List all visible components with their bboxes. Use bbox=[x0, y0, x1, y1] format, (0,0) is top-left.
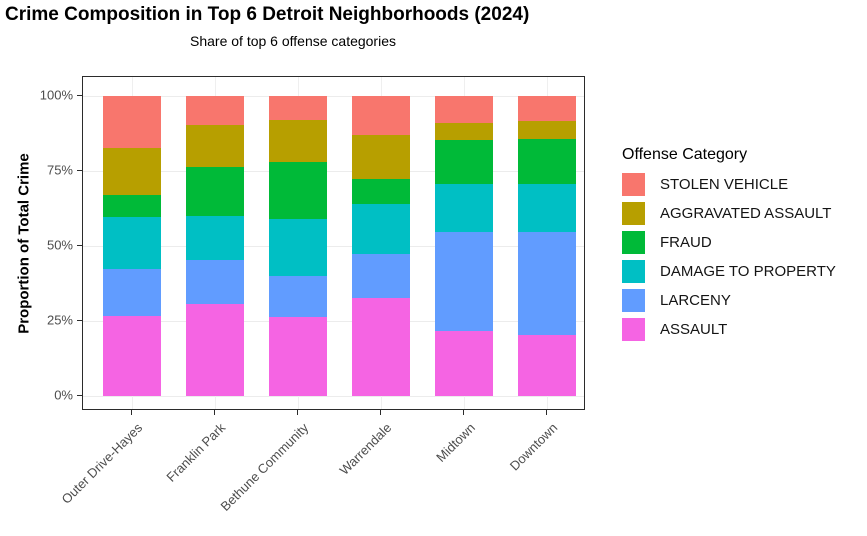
legend-item-label: LARCENY bbox=[660, 292, 731, 309]
y-axis-title: Proportion of Total Crime bbox=[15, 153, 33, 334]
bar-downtown bbox=[518, 96, 576, 396]
y-gridline bbox=[83, 246, 584, 247]
bar-midtown bbox=[435, 96, 493, 396]
bar-franklin-park bbox=[186, 96, 244, 396]
bar-segment-stolen-vehicle bbox=[186, 96, 244, 125]
y-tick-label: 50% bbox=[46, 237, 73, 253]
bar-segment-aggravated-assault bbox=[518, 120, 576, 139]
bar-segment-assault bbox=[435, 330, 493, 396]
bar-segment-assault bbox=[186, 303, 244, 396]
bar-segment-larceny bbox=[186, 260, 244, 304]
bar-segment-damage-to-property bbox=[352, 203, 410, 254]
bar-segment-damage-to-property bbox=[269, 218, 327, 277]
bar-outer-drive-hayes bbox=[103, 96, 161, 396]
legend-item-assault: ASSAULT bbox=[622, 318, 836, 341]
bar-segment-larceny bbox=[352, 253, 410, 299]
bar-segment-assault bbox=[103, 315, 161, 396]
x-tick bbox=[214, 410, 216, 415]
legend-title: Offense Category bbox=[622, 146, 748, 163]
y-tick-label: 100% bbox=[39, 87, 73, 103]
bar-segment-assault bbox=[352, 298, 410, 396]
bar-segment-stolen-vehicle bbox=[103, 96, 161, 149]
legend-item-label: FRAUD bbox=[660, 234, 712, 251]
x-tick bbox=[297, 410, 299, 415]
legend-item-label: DAMAGE TO PROPERTY bbox=[660, 263, 836, 280]
bar-segment-stolen-vehicle bbox=[435, 96, 493, 123]
y-gridline bbox=[83, 96, 584, 97]
legend-item-larceny: LARCENY bbox=[622, 289, 836, 312]
chart-subtitle: Share of top 6 offense categories bbox=[190, 33, 396, 49]
y-gridline bbox=[83, 321, 584, 322]
y-tick-label: 0% bbox=[54, 387, 73, 403]
bar-segment-stolen-vehicle bbox=[352, 96, 410, 135]
plot-panel bbox=[82, 76, 585, 410]
y-tick bbox=[77, 245, 82, 247]
bar-segment-aggravated-assault bbox=[435, 122, 493, 140]
x-tick-label: Outer Drive-Hayes bbox=[58, 420, 146, 507]
y-gridline bbox=[83, 171, 584, 172]
legend-item-label: AGGRAVATED ASSAULT bbox=[660, 205, 832, 222]
y-tick-label: 75% bbox=[46, 162, 73, 178]
bar-segment-larceny bbox=[103, 269, 161, 316]
y-gridline bbox=[83, 396, 584, 397]
x-tick bbox=[131, 410, 133, 415]
bar-warrendale bbox=[352, 96, 410, 396]
bar-segment-aggravated-assault bbox=[352, 135, 410, 179]
legend-swatch bbox=[622, 289, 645, 312]
chart-title: Crime Composition in Top 6 Detroit Neigh… bbox=[5, 4, 530, 25]
legend-items: STOLEN VEHICLE AGGRAVATED ASSAULT FRAUD DAM… bbox=[622, 173, 836, 341]
legend: Offense Category STOLEN VEHICLE AGGRAVATE… bbox=[622, 146, 836, 347]
bar-segment-larceny bbox=[518, 231, 576, 335]
x-tick-label: Bethune Community bbox=[217, 420, 312, 514]
bar-segment-larceny bbox=[269, 276, 327, 317]
y-tick bbox=[77, 170, 82, 172]
x-tick-label: Franklin Park bbox=[163, 420, 229, 485]
bar-segment-aggravated-assault bbox=[186, 124, 244, 167]
bar-segment-larceny bbox=[435, 232, 493, 331]
bar-segment-fraud bbox=[103, 195, 161, 217]
y-tick bbox=[77, 395, 82, 397]
legend-item-label: STOLEN VEHICLE bbox=[660, 176, 789, 193]
x-tick-label: Midtown bbox=[432, 420, 478, 465]
bar-bethune-community bbox=[269, 96, 327, 396]
bar-segment-damage-to-property bbox=[186, 215, 244, 261]
y-tick bbox=[77, 95, 82, 97]
legend-item-stolen-vehicle: STOLEN VEHICLE bbox=[622, 173, 836, 196]
x-tick-label: Warrendale bbox=[336, 420, 395, 478]
bar-segment-assault bbox=[269, 316, 327, 396]
legend-swatch bbox=[622, 231, 645, 254]
bar-segment-fraud bbox=[435, 139, 493, 184]
bar-segment-fraud bbox=[186, 166, 244, 216]
bar-segment-aggravated-assault bbox=[269, 120, 327, 162]
legend-item-damage-to-property: DAMAGE TO PROPERTY bbox=[622, 260, 836, 283]
legend-swatch bbox=[622, 202, 645, 225]
x-tick bbox=[546, 410, 548, 415]
bar-segment-damage-to-property bbox=[103, 216, 161, 270]
bar-segment-assault bbox=[518, 334, 576, 396]
legend-item-aggravated-assault: AGGRAVATED ASSAULT bbox=[622, 202, 836, 225]
bar-segment-damage-to-property bbox=[518, 183, 576, 232]
bar-segment-fraud bbox=[352, 178, 410, 204]
x-tick bbox=[380, 410, 382, 415]
y-tick-label: 25% bbox=[46, 312, 73, 328]
x-tick-label: Downtown bbox=[507, 420, 561, 474]
legend-swatch bbox=[622, 318, 645, 341]
legend-item-label: ASSAULT bbox=[660, 321, 728, 338]
bar-segment-stolen-vehicle bbox=[269, 96, 327, 120]
bar-segment-damage-to-property bbox=[435, 183, 493, 233]
y-tick bbox=[77, 320, 82, 322]
bar-segment-fraud bbox=[518, 138, 576, 184]
bar-segment-aggravated-assault bbox=[103, 148, 161, 196]
legend-item-fraud: FRAUD bbox=[622, 231, 836, 254]
bar-segment-stolen-vehicle bbox=[518, 96, 576, 121]
bar-segment-fraud bbox=[269, 162, 327, 219]
x-tick bbox=[463, 410, 465, 415]
legend-swatch bbox=[622, 173, 645, 196]
legend-swatch bbox=[622, 260, 645, 283]
